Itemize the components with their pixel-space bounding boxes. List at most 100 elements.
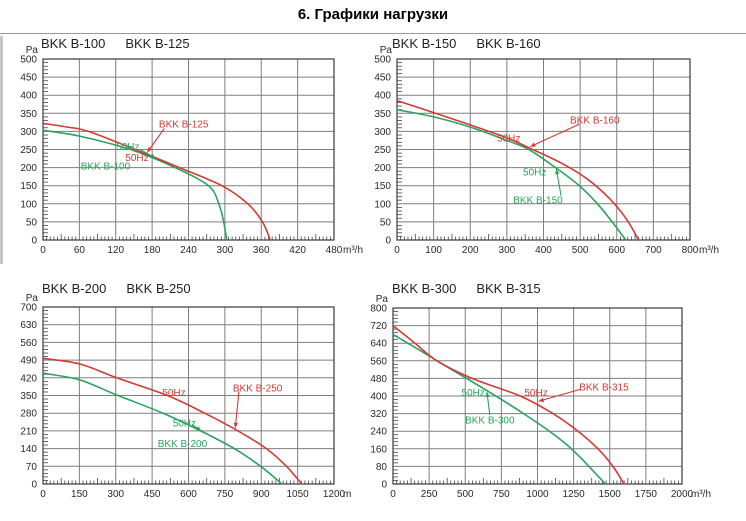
svg-text:50: 50 — [380, 217, 392, 228]
chart-title: BKK B-100 BKK B-125 — [41, 36, 190, 51]
chart-panel-bkk-b-300-b-315: BKK B-300 BKK B-315 0 80 160 240 320 400 480 560… — [365, 275, 746, 521]
svg-text:BKK B-100: BKK B-100 — [81, 161, 131, 172]
svg-text:50Hz: 50Hz — [497, 133, 520, 144]
svg-text:210: 210 — [20, 426, 37, 437]
svg-text:240: 240 — [370, 427, 387, 438]
svg-text:300: 300 — [107, 489, 124, 500]
svg-text:0: 0 — [31, 236, 37, 247]
model-label: BKK B-315 — [476, 281, 541, 296]
svg-text:320: 320 — [370, 409, 387, 420]
svg-text:800: 800 — [370, 304, 387, 315]
svg-text:500: 500 — [374, 55, 391, 66]
model-label: BKK B-150 — [392, 36, 457, 51]
svg-text:350: 350 — [374, 109, 391, 120]
svg-text:m³/h: m³/h — [699, 245, 719, 256]
svg-text:360: 360 — [253, 245, 270, 256]
svg-text:0: 0 — [390, 489, 396, 500]
svg-text:60: 60 — [74, 245, 86, 256]
svg-text:0: 0 — [31, 480, 37, 491]
chart-canvas-bkk-b-150-b-160: 0 50 100 150 200 250 300 350 400 450 500 0 100 200 300… — [374, 45, 719, 256]
svg-text:Pa: Pa — [26, 293, 39, 304]
svg-text:600: 600 — [180, 489, 197, 500]
svg-text:400: 400 — [20, 91, 37, 102]
svg-text:1000: 1000 — [526, 489, 549, 500]
svg-text:2000: 2000 — [671, 489, 694, 500]
svg-text:640: 640 — [370, 339, 387, 350]
svg-text:150: 150 — [374, 181, 391, 192]
svg-text:m³/h: m³/h — [691, 489, 711, 500]
svg-text:50: 50 — [26, 217, 38, 228]
svg-text:300: 300 — [374, 127, 391, 138]
svg-text:400: 400 — [374, 91, 391, 102]
svg-text:720: 720 — [370, 321, 387, 332]
title-divider — [0, 33, 746, 34]
chart-canvas-bkk-b-300-b-315: 0 80 160 240 320 400 480 560 640 720 800 0 250 500 750… — [370, 294, 711, 500]
svg-text:50Hz: 50Hz — [462, 388, 485, 399]
svg-text:0: 0 — [385, 236, 391, 247]
svg-text:450: 450 — [20, 73, 37, 84]
svg-text:480: 480 — [326, 245, 343, 256]
model-label: BKK B-250 — [126, 281, 191, 296]
svg-text:140: 140 — [20, 444, 37, 455]
svg-text:350: 350 — [20, 109, 37, 120]
svg-text:500: 500 — [20, 55, 37, 66]
svg-text:750: 750 — [493, 489, 510, 500]
svg-text:480: 480 — [370, 374, 387, 385]
svg-text:1500: 1500 — [599, 489, 622, 500]
chart-title: BKK B-300 BKK B-315 — [392, 281, 541, 296]
svg-text:400: 400 — [370, 392, 387, 403]
svg-text:180: 180 — [144, 245, 161, 256]
svg-text:300: 300 — [499, 245, 516, 256]
chart-panel-bkk-b-200-b-250: BKK B-200 BKK B-250 0 70 140 210 280 350 420 490… — [0, 275, 373, 521]
svg-text:m: m — [343, 489, 351, 500]
model-label: BKK B-125 — [125, 36, 190, 51]
svg-text:300: 300 — [217, 245, 234, 256]
model-label: BKK B-100 — [41, 36, 106, 51]
svg-text:300: 300 — [20, 127, 37, 138]
svg-text:Pa: Pa — [26, 45, 39, 56]
svg-text:200: 200 — [462, 245, 479, 256]
page-title: 6. Графики нагрузки — [297, 6, 449, 23]
model-label: BKK B-200 — [42, 281, 107, 296]
svg-text:450: 450 — [144, 489, 161, 500]
svg-text:0: 0 — [40, 245, 46, 256]
svg-text:250: 250 — [374, 145, 391, 156]
svg-text:100: 100 — [425, 245, 442, 256]
scan-edge-artifact — [0, 36, 3, 264]
svg-text:BKK B-125: BKK B-125 — [159, 120, 209, 131]
model-label: BKK B-160 — [476, 36, 541, 51]
svg-text:50Hz: 50Hz — [125, 153, 148, 164]
svg-text:560: 560 — [20, 338, 37, 349]
svg-text:50Hz: 50Hz — [173, 418, 196, 429]
svg-text:1200: 1200 — [323, 489, 346, 500]
svg-text:450: 450 — [374, 73, 391, 84]
svg-text:200: 200 — [20, 163, 37, 174]
svg-text:50Hz: 50Hz — [523, 167, 546, 178]
chart-panel-bkk-b-150-b-160: BKK B-150 BKK B-160 0 50 100 150 200 250 300 350… — [365, 33, 746, 265]
svg-text:630: 630 — [20, 320, 37, 331]
svg-text:750: 750 — [217, 489, 234, 500]
svg-text:Pa: Pa — [380, 45, 393, 56]
svg-text:m³/h: m³/h — [343, 245, 363, 256]
svg-text:250: 250 — [20, 145, 37, 156]
svg-text:0: 0 — [40, 489, 46, 500]
svg-text:900: 900 — [253, 489, 270, 500]
svg-text:560: 560 — [370, 356, 387, 367]
svg-text:BKK B-315: BKK B-315 — [579, 382, 629, 393]
svg-text:420: 420 — [289, 245, 306, 256]
svg-text:50Hz: 50Hz — [162, 388, 185, 399]
svg-text:490: 490 — [20, 356, 37, 367]
svg-text:500: 500 — [457, 489, 474, 500]
svg-text:1750: 1750 — [635, 489, 658, 500]
svg-text:70: 70 — [26, 462, 38, 473]
chart-canvas-bkk-b-200-b-250: 0 70 140 210 280 350 420 490 560 630 700 0 150 300 450… — [20, 293, 351, 500]
chart-title: BKK B-150 BKK B-160 — [392, 36, 541, 51]
svg-text:150: 150 — [71, 489, 88, 500]
svg-text:150: 150 — [20, 181, 37, 192]
chart-canvas-bkk-b-100-b-125: 0 50 100 150 200 250 300 350 400 450 500 0 60 120 180 2… — [20, 45, 363, 256]
svg-text:50Hz: 50Hz — [524, 388, 547, 399]
svg-text:200: 200 — [374, 163, 391, 174]
svg-text:400: 400 — [535, 245, 552, 256]
model-label: BKK B-300 — [392, 281, 457, 296]
